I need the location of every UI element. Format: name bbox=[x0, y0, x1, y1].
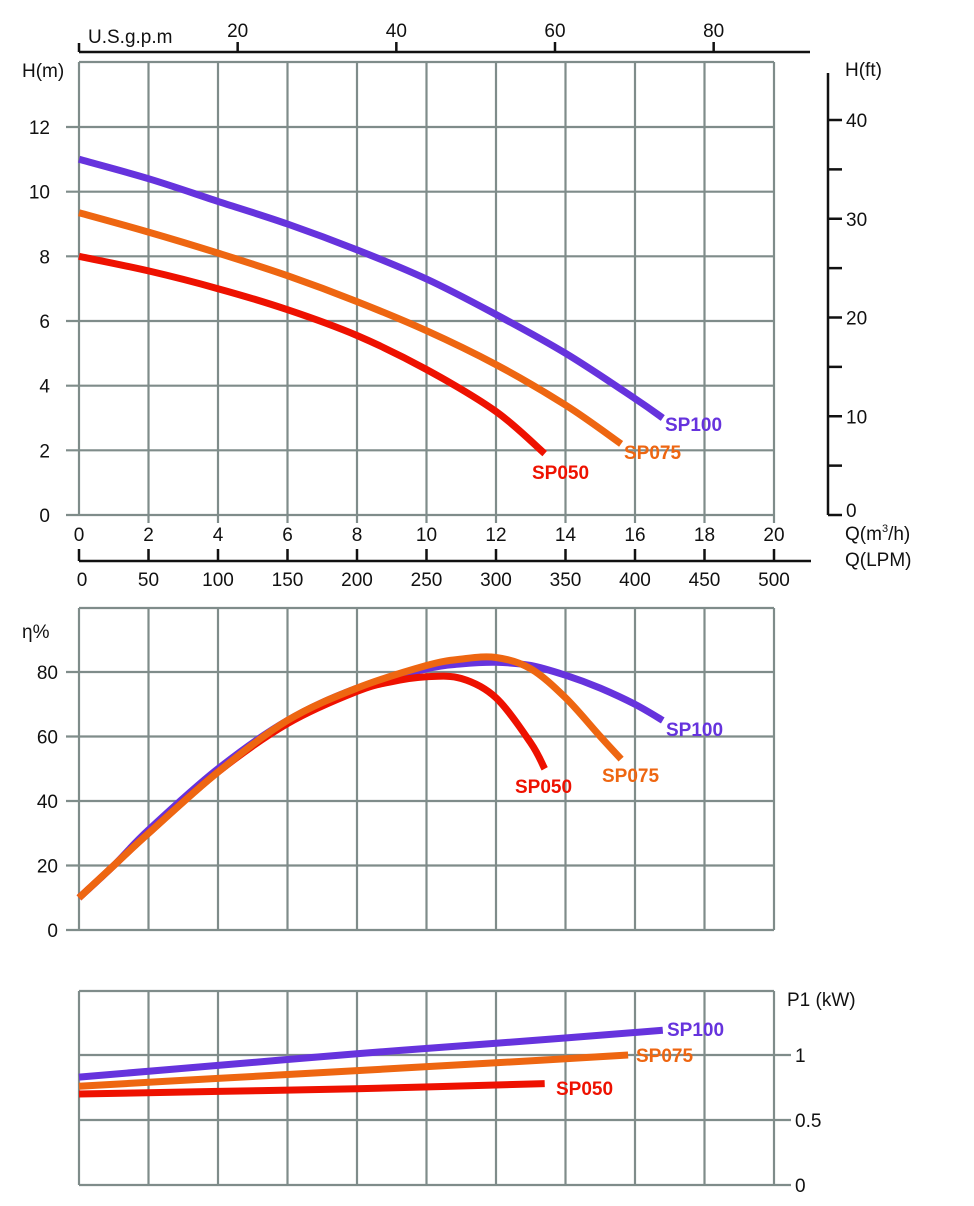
lpm-tick-label: 200 bbox=[341, 570, 373, 591]
lpm-tick-label: 350 bbox=[550, 570, 582, 591]
q-m3h-tick-label: 12 bbox=[485, 525, 506, 546]
gpm-axis-label: U.S.g.p.m bbox=[88, 27, 172, 48]
q-m3h-tick-label: 4 bbox=[213, 525, 224, 546]
eff-y-tick-label: 40 bbox=[37, 792, 58, 813]
head-y-tick-label: 4 bbox=[39, 377, 50, 398]
eff-curve-sp100 bbox=[76, 658, 665, 901]
power-y-tick-label: 0.5 bbox=[795, 1111, 821, 1132]
power-series-label-sp050: SP050 bbox=[556, 1079, 613, 1100]
lpm-tick-label: 100 bbox=[202, 570, 234, 591]
eff-y-tick-label: 0 bbox=[47, 921, 58, 942]
head-y-tick-label: 10 bbox=[29, 183, 50, 204]
ft-tick-label: 0 bbox=[846, 501, 857, 522]
lpm-tick-label: 0 bbox=[77, 570, 88, 591]
eff-curve-sp075 bbox=[76, 653, 624, 901]
q-m3h-tick-label: 0 bbox=[74, 525, 85, 546]
power-y-tick-label: 0 bbox=[795, 1176, 806, 1197]
q-m3h-tick-label: 8 bbox=[352, 525, 363, 546]
q-m3h-tick-label: 18 bbox=[694, 525, 715, 546]
lpm-tick-label: 150 bbox=[272, 570, 304, 591]
q-m3h-label-suffix: /h) bbox=[888, 524, 910, 545]
lpm-tick-label: 400 bbox=[619, 570, 651, 591]
power-curve-sp050 bbox=[78, 1080, 545, 1098]
power-curve-sp100 bbox=[78, 1026, 664, 1081]
efficiency-chart: η% 0 20 40 60 80 SP100 SP075 SP050 bbox=[22, 606, 776, 942]
lpm-tick-label: 450 bbox=[689, 570, 721, 591]
lpm-tick-label: 50 bbox=[138, 570, 159, 591]
q-m3h-tick-label: 16 bbox=[624, 525, 645, 546]
head-y-tick-label: 6 bbox=[39, 312, 50, 333]
head-curve-sp100 bbox=[78, 155, 665, 421]
power-curve-sp075 bbox=[78, 1051, 629, 1090]
eff-series-label-sp100: SP100 bbox=[666, 720, 723, 741]
q-lpm-axis-label: Q(LPM) bbox=[845, 550, 912, 571]
ft-tick-label: 20 bbox=[846, 309, 867, 330]
power-chart: P1 (kW) 0 0.5 1 SP100 SP075 SP050 bbox=[77, 989, 856, 1197]
gpm-tick-label: 80 bbox=[703, 21, 724, 42]
head-chart: U.S.g.p.m H(m) H(ft) Q(m3/h) Q(LPM) 0 2 4 6… bbox=[22, 21, 912, 591]
head-curve-sp050 bbox=[78, 252, 548, 457]
ft-tick-label: 40 bbox=[846, 111, 867, 132]
head-y-tick-label: 12 bbox=[29, 118, 50, 139]
gpm-tick-label: 20 bbox=[227, 21, 248, 42]
gpm-tick-label: 60 bbox=[544, 21, 565, 42]
q-m3h-tick-label: 2 bbox=[143, 525, 154, 546]
head-y-tick-label: 8 bbox=[39, 247, 50, 268]
head-series-label-sp100: SP100 bbox=[665, 415, 722, 436]
power-y-tick-label: 1 bbox=[795, 1046, 806, 1067]
eff-series-label-sp075: SP075 bbox=[602, 766, 659, 787]
head-ft-axis-label: H(ft) bbox=[845, 60, 882, 81]
head-y-tick-label: 0 bbox=[39, 506, 50, 527]
lpm-tick-label: 250 bbox=[411, 570, 443, 591]
head-curve-sp075 bbox=[78, 209, 624, 447]
lpm-tick-label: 500 bbox=[758, 570, 790, 591]
power-y-axis-label: P1 (kW) bbox=[787, 990, 856, 1011]
q-m3h-tick-label: 10 bbox=[416, 525, 437, 546]
eff-y-tick-label: 80 bbox=[37, 663, 58, 684]
power-series-label-sp075: SP075 bbox=[636, 1046, 693, 1067]
power-series-label-sp100: SP100 bbox=[667, 1020, 724, 1041]
lpm-tick-label: 300 bbox=[480, 570, 512, 591]
efficiency-y-axis-label: η% bbox=[22, 622, 50, 643]
ft-tick-label: 30 bbox=[846, 210, 867, 231]
gpm-tick-label: 40 bbox=[386, 21, 407, 42]
q-m3h-tick-label: 20 bbox=[763, 525, 784, 546]
q-m3h-label-sup: 3 bbox=[882, 523, 888, 535]
head-y-axis-label: H(m) bbox=[22, 61, 64, 82]
q-m3h-tick-label: 6 bbox=[282, 525, 293, 546]
head-series-label-sp050: SP050 bbox=[532, 463, 589, 484]
eff-y-tick-label: 20 bbox=[37, 857, 58, 878]
head-y-tick-label: 2 bbox=[39, 441, 50, 462]
eff-series-label-sp050: SP050 bbox=[515, 777, 572, 798]
ft-tick-label: 10 bbox=[846, 407, 867, 428]
q-m3h-axis-label: Q(m3/h) bbox=[845, 523, 910, 545]
q-m3h-label-prefix: Q(m bbox=[845, 524, 882, 545]
q-m3h-tick-label: 14 bbox=[555, 525, 577, 546]
eff-y-tick-label: 60 bbox=[37, 728, 58, 749]
head-series-label-sp075: SP075 bbox=[624, 443, 681, 464]
